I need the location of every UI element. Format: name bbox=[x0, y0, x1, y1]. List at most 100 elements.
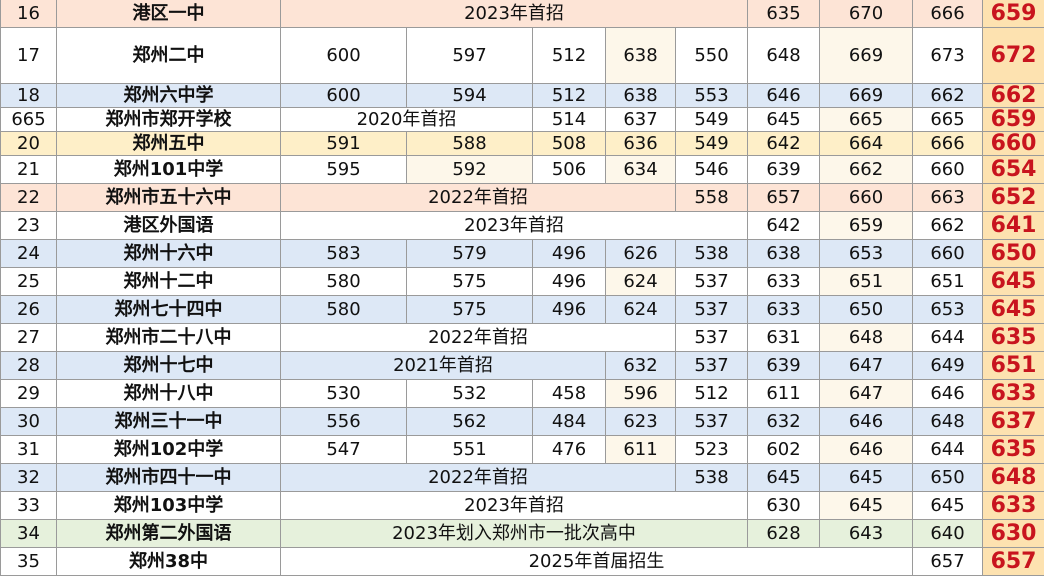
rank-cell: 21 bbox=[0, 155, 57, 184]
admission-note-cell: 2022年首招 bbox=[280, 183, 676, 212]
latest-score-cell: 654 bbox=[982, 155, 1044, 184]
year-score-cell: 644 bbox=[912, 323, 984, 352]
year-score-cell: 653 bbox=[819, 239, 914, 268]
table-row: 25 郑州十二中 580 575 496 624 537 633 651 651 645 bbox=[0, 267, 1044, 296]
latest-score-cell: 660 bbox=[982, 131, 1044, 156]
school-name-cell: 郑州103中学 bbox=[56, 491, 281, 520]
year-score-cell: 650 bbox=[819, 295, 914, 324]
year-score-cell: 556 bbox=[280, 407, 407, 436]
school-name-cell: 郑州十六中 bbox=[56, 239, 281, 268]
year-score-cell: 623 bbox=[605, 407, 676, 436]
year-score-cell: 575 bbox=[406, 295, 533, 324]
year-score-cell: 512 bbox=[532, 27, 606, 84]
year-score-cell: 512 bbox=[674, 379, 749, 408]
year-score-cell: 512 bbox=[532, 83, 606, 108]
year-score-cell: 665 bbox=[912, 107, 984, 132]
year-score-cell: 551 bbox=[406, 435, 533, 464]
year-score-cell: 637 bbox=[605, 107, 676, 132]
rank-cell: 33 bbox=[0, 491, 57, 520]
table-row: 31 郑州102中学 547 551 476 611 523 602 646 644 635 bbox=[0, 435, 1044, 464]
year-score-cell: 638 bbox=[747, 239, 821, 268]
year-score-cell: 595 bbox=[280, 155, 407, 184]
year-score-cell: 537 bbox=[674, 295, 749, 324]
school-name-cell: 郑州市四十一中 bbox=[56, 463, 281, 492]
year-score-cell: 651 bbox=[912, 267, 984, 296]
school-name-cell: 郑州市郑开学校 bbox=[56, 107, 281, 132]
year-score-cell: 646 bbox=[819, 435, 914, 464]
table-row: 22 郑州市五十六中 2022年首招 558 657 660 663 652 bbox=[0, 183, 1044, 212]
year-score-cell: 624 bbox=[605, 267, 676, 296]
latest-score-cell: 645 bbox=[982, 267, 1044, 296]
year-score-cell: 644 bbox=[912, 435, 984, 464]
year-score-cell: 506 bbox=[532, 155, 606, 184]
year-score-cell: 624 bbox=[605, 295, 676, 324]
year-score-cell: 657 bbox=[912, 547, 984, 576]
year-score-cell: 669 bbox=[819, 83, 914, 108]
year-score-cell: 648 bbox=[747, 27, 821, 84]
year-score-cell: 645 bbox=[747, 463, 821, 492]
rank-cell: 35 bbox=[0, 547, 57, 576]
school-name-cell: 郑州二中 bbox=[56, 27, 281, 84]
year-score-cell: 537 bbox=[674, 323, 749, 352]
table-row: 29 郑州十八中 530 532 458 596 512 611 647 646 633 bbox=[0, 379, 1044, 408]
rank-cell: 18 bbox=[0, 83, 57, 108]
rank-cell: 20 bbox=[0, 131, 57, 156]
school-name-cell: 郑州十二中 bbox=[56, 267, 281, 296]
latest-score-cell: 651 bbox=[982, 351, 1044, 380]
year-score-cell: 591 bbox=[280, 131, 407, 156]
year-score-cell: 646 bbox=[747, 83, 821, 108]
year-score-cell: 646 bbox=[819, 407, 914, 436]
latest-score-cell: 635 bbox=[982, 435, 1044, 464]
year-score-cell: 639 bbox=[747, 155, 821, 184]
table-row: 28 郑州十七中 2021年首招 632 537 639 647 649 651 bbox=[0, 351, 1044, 380]
year-score-cell: 660 bbox=[819, 183, 914, 212]
year-score-cell: 664 bbox=[819, 131, 914, 156]
latest-score-cell: 641 bbox=[982, 211, 1044, 240]
rank-cell: 27 bbox=[0, 323, 57, 352]
admission-note-cell: 2023年划入郑州市一批次高中 bbox=[279, 519, 749, 548]
table-row: 35 郑州38中 2025年首届招生 657 657 bbox=[0, 547, 1044, 576]
admission-note-cell: 2020年首招 bbox=[280, 107, 533, 132]
latest-score-cell: 633 bbox=[982, 379, 1044, 408]
latest-score-cell: 650 bbox=[982, 239, 1044, 268]
admission-note-cell: 2021年首招 bbox=[280, 351, 606, 380]
rank-cell: 23 bbox=[0, 211, 57, 240]
year-score-cell: 648 bbox=[819, 323, 914, 352]
year-score-cell: 662 bbox=[819, 155, 914, 184]
year-score-cell: 663 bbox=[912, 183, 984, 212]
year-score-cell: 636 bbox=[605, 131, 676, 156]
year-score-cell: 537 bbox=[674, 351, 749, 380]
school-name-cell: 郑州七十四中 bbox=[56, 295, 281, 324]
year-score-cell: 650 bbox=[912, 463, 984, 492]
latest-score-cell: 635 bbox=[982, 323, 1044, 352]
table-row: 27 郑州市二十八中 2022年首招 537 631 648 644 635 bbox=[0, 323, 1044, 352]
table-row: 20 郑州五中 591 588 508 636 549 642 664 666 660 bbox=[0, 131, 1044, 156]
year-score-cell: 532 bbox=[406, 379, 533, 408]
year-score-cell: 575 bbox=[406, 267, 533, 296]
year-score-cell: 665 bbox=[819, 107, 914, 132]
year-score-cell: 643 bbox=[819, 519, 914, 548]
admission-note-cell: 2023年首招 bbox=[279, 491, 749, 520]
year-score-cell: 642 bbox=[747, 131, 821, 156]
school-name-cell: 港区外国语 bbox=[56, 211, 281, 240]
year-score-cell: 646 bbox=[912, 379, 984, 408]
rank-cell: 665 bbox=[0, 107, 57, 132]
year-score-cell: 633 bbox=[747, 295, 821, 324]
school-name-cell: 郑州三十一中 bbox=[56, 407, 281, 436]
rank-cell: 29 bbox=[0, 379, 57, 408]
year-score-cell: 558 bbox=[674, 183, 749, 212]
year-score-cell: 669 bbox=[819, 27, 914, 84]
school-name-cell: 郑州市二十八中 bbox=[56, 323, 281, 352]
year-score-cell: 458 bbox=[532, 379, 606, 408]
year-score-cell: 631 bbox=[747, 323, 821, 352]
school-name-cell: 郑州102中学 bbox=[56, 435, 281, 464]
year-score-cell: 662 bbox=[912, 83, 984, 108]
rank-cell: 24 bbox=[0, 239, 57, 268]
year-score-cell: 600 bbox=[280, 83, 407, 108]
year-score-cell: 547 bbox=[280, 435, 407, 464]
latest-score-cell: 633 bbox=[982, 491, 1044, 520]
year-score-cell: 645 bbox=[819, 491, 914, 520]
year-score-cell: 538 bbox=[674, 239, 749, 268]
year-score-cell: 611 bbox=[605, 435, 676, 464]
